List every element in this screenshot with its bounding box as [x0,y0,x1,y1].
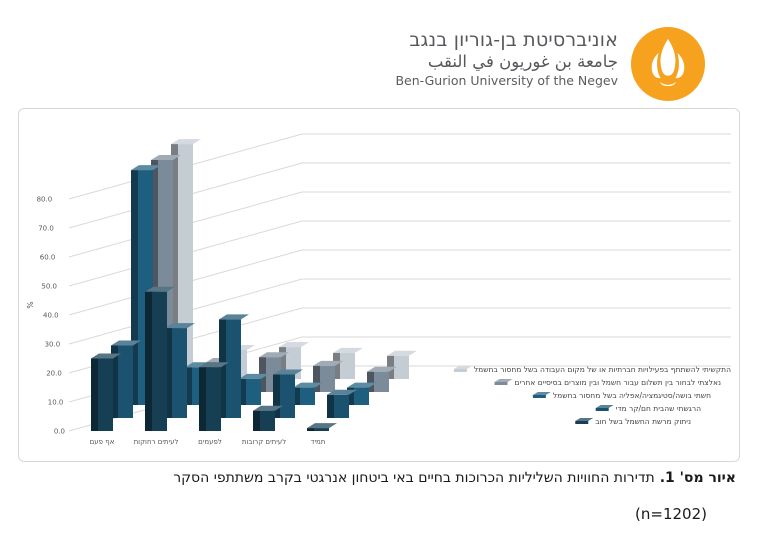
bar [171,139,201,379]
svg-text:80.0: 80.0 [37,196,53,204]
svg-text:ניתוק מרשת החשמל בשל חוב: ניתוק מרשת החשמל בשל חוב [595,417,691,426]
university-name-hebrew: אוניברסיטת בן-גוריון בנגב [409,29,618,51]
frequency-bar-chart-3d: 0.0 10.0 20.0 30.0 40.0 50.0 60.0 70.0 80.0% ניתו… [26,133,731,446]
bar [333,347,363,379]
bar [307,423,337,431]
chart-panel: 0.0 10.0 20.0 30.0 40.0 50.0 60.0 70.0 80.0% ניתו… [18,108,740,462]
svg-text:תמיד: תמיד [311,438,326,446]
svg-text:הרגשתי שהבית חם/קר מדי: הרגשתי שהבית חם/קר מדי [616,404,701,413]
figure-label: איור מס' 1. [659,470,736,486]
svg-text:50.0: 50.0 [41,283,57,291]
bar [199,362,229,431]
sample-size: (n=1202) [635,505,707,523]
svg-text:40.0: 40.0 [43,312,59,320]
bar [367,366,397,392]
svg-text:20.0: 20.0 [46,370,62,378]
svg-text:30.0: 30.0 [45,341,61,349]
svg-text:לעיתים רחוקות: לעיתים רחוקות [134,438,179,446]
bar [347,382,377,405]
university-name-arabic: جامعة بن غوريون في النقب [427,51,618,71]
bar [165,323,195,418]
bar [327,389,357,418]
bar [91,353,121,431]
svg-text:%: % [26,301,35,308]
bar [387,350,417,379]
bar [293,382,323,405]
svg-text:70.0: 70.0 [38,225,54,233]
svg-text:לעיתים קרובות: לעיתים קרובות [242,438,286,446]
svg-text:נאלצתי לבחור בין תשלום עבור חש: נאלצתי לבחור בין תשלום עבור חשמל ובין מו… [515,378,721,387]
flame-icon [651,39,685,87]
bar [253,405,283,431]
svg-text:אף פעם: אף פעם [90,438,115,446]
svg-text:לפעמים: לפעמים [198,438,222,446]
bar [219,314,249,418]
university-name-block: אוניברסיטת בן-גוריון בנגב جامعة بن غوريو… [395,29,618,88]
bar [273,369,303,418]
svg-text:60.0: 60.0 [40,254,56,262]
svg-text:10.0: 10.0 [48,399,64,407]
bar [145,286,175,431]
bar [239,373,269,405]
bar [313,360,343,392]
svg-text:התקשיתי להשתתף בפעילויות חברתי: התקשיתי להשתתף בפעילויות חברתיות או של מ… [474,365,731,374]
caption-text: תדירות החוויות השליליות הכרוכות בחיים בא… [173,470,655,486]
bar [111,340,141,418]
university-name-english: Ben-Gurion University of the Negev [395,72,618,88]
svg-text:0.0: 0.0 [54,428,65,436]
svg-text:חשתי בושה/סטיגמציה/אפליה בשל מ: חשתי בושה/סטיגמציה/אפליה בשל מחסור בחשמל [553,391,711,400]
figure-caption: איור מס' 1.תדירות החוויות השליליות הכרוכ… [20,470,736,486]
university-logo [631,27,705,101]
